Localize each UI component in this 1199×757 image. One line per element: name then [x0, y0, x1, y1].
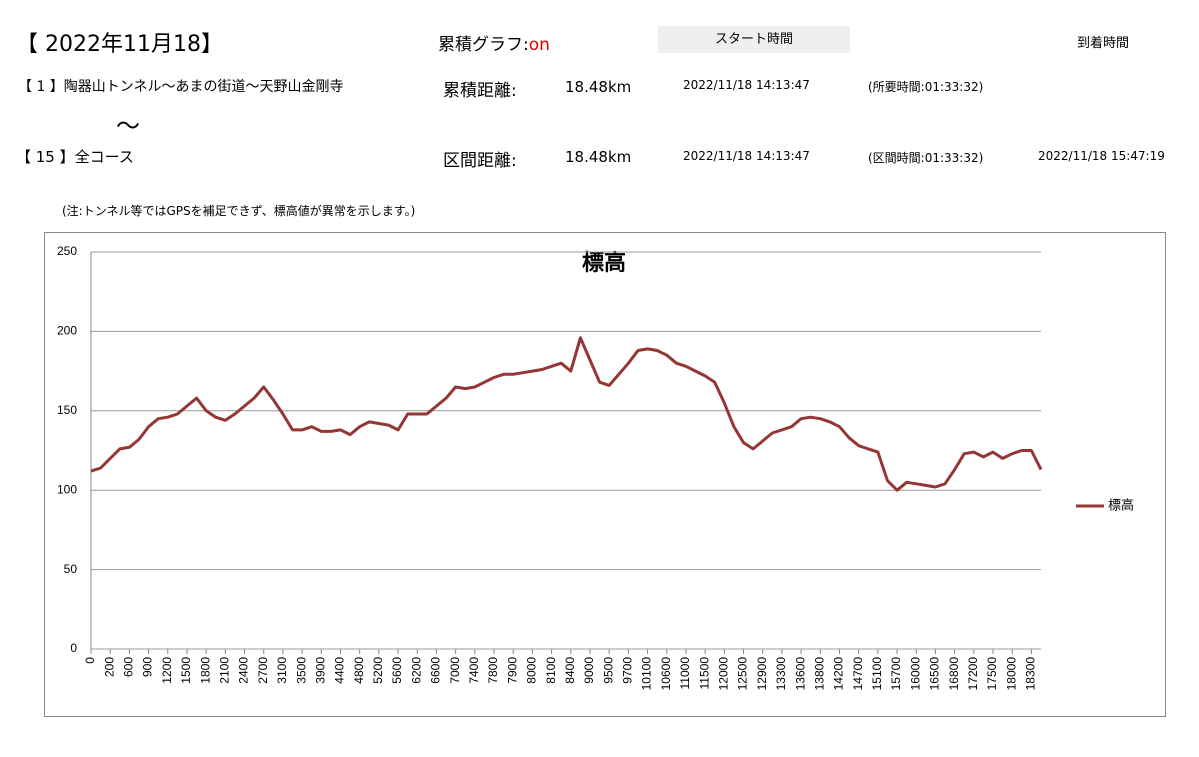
x-tick-label: 200	[102, 657, 116, 677]
start-time: 2022/11/18 14:13:47	[683, 149, 810, 163]
start-time: 2022/11/18 14:13:47	[683, 78, 810, 92]
x-tick-label: 12900	[755, 657, 769, 691]
x-tick-label: 14700	[851, 657, 865, 691]
x-tick-label: 17200	[966, 657, 980, 691]
x-tick-label: 3900	[313, 657, 327, 684]
tilde: ～	[116, 112, 140, 140]
x-tick-label: 6200	[409, 657, 423, 684]
x-tick-label: 2400	[237, 657, 251, 684]
x-tick-label: 17500	[985, 657, 999, 691]
x-tick-label: 7800	[486, 657, 500, 684]
state[interactable]: on	[528, 35, 550, 55]
y-tick-label: 50	[64, 562, 78, 576]
x-tick-label: 6600	[429, 657, 443, 684]
x-tick-label: 9000	[582, 657, 596, 684]
series-line	[90, 336, 1043, 492]
x-tick-label: 900	[141, 657, 155, 677]
x-tick-label: 15100	[870, 657, 884, 691]
x-tick-label: 18300	[1024, 657, 1038, 691]
y-tick-label: 150	[57, 403, 77, 417]
x-tick-label: 12000	[717, 657, 731, 691]
duration: (区間時間:01:33:32)	[868, 151, 984, 165]
x-tick-label: 1500	[179, 657, 193, 684]
x-tick-label: 8400	[563, 657, 577, 684]
distance: 18.48km	[565, 78, 632, 96]
x-tick-label: 16500	[928, 657, 942, 691]
distance: 18.48km	[565, 148, 632, 166]
start-button[interactable]: スタート時間	[658, 26, 850, 53]
x-tick-label: 18000	[1004, 657, 1018, 691]
distance-label: 累積距離:	[443, 81, 517, 101]
x-tick-label: 2100	[218, 657, 232, 684]
y-tick-label: 100	[57, 482, 77, 496]
x-tick-label: 8000	[525, 657, 539, 684]
note: (注:トンネル等ではGPSを補足できず、標高値が異常を示します。)	[62, 204, 416, 218]
y-tick-label: 0	[70, 641, 77, 655]
x-tick-label: 10100	[640, 657, 654, 691]
x-tick-label: 8100	[544, 657, 558, 684]
x-tick-label: 0	[83, 657, 97, 664]
x-tick-label: 13300	[774, 657, 788, 691]
duration: (所要時間:01:33:32)	[868, 80, 984, 94]
x-tick-label: 1800	[198, 657, 212, 684]
x-tick-label: 4800	[352, 657, 366, 684]
x-tick-label: 16800	[947, 657, 961, 691]
route: 【 1 】陶器山トンネル～あまの街道～天野山金剛寺	[18, 79, 344, 95]
x-tick-label: 10600	[659, 657, 673, 691]
chart-frame	[44, 232, 1166, 717]
label: 累積グラフ:	[438, 35, 529, 55]
x-tick-label: 600	[122, 657, 136, 677]
x-tick-label: 9700	[621, 657, 635, 684]
arrival-time: 2022/11/18 15:47:19	[1038, 149, 1165, 163]
x-tick-label: 2700	[256, 657, 270, 684]
x-tick-label: 11000	[678, 657, 692, 690]
x-tick-label: 4400	[333, 657, 347, 684]
route: 【 15 】全コース	[16, 148, 134, 166]
x-tick-label: 3500	[294, 657, 308, 684]
x-tick-label: 16000	[908, 657, 922, 691]
y-tick-label: 200	[57, 324, 77, 338]
x-tick-label: 11500	[697, 657, 711, 690]
distance-label: 区間距離:	[443, 151, 517, 171]
x-tick-label: 9500	[601, 657, 615, 684]
arrival-label: 到着時間	[1077, 36, 1130, 51]
x-tick-label: 12500	[736, 657, 750, 691]
x-tick-label: 7000	[448, 657, 462, 684]
y-tick-label: 250	[57, 244, 77, 258]
x-tick-label: 5200	[371, 657, 385, 684]
x-tick-label: 3100	[275, 657, 289, 684]
cumulative-label: 累積グラフ:on	[438, 30, 550, 55]
chart-title: 標高	[582, 250, 626, 275]
x-tick-label: 7900	[505, 657, 519, 684]
x-tick-label: 5600	[390, 657, 404, 684]
x-tick-label: 15700	[889, 657, 903, 691]
date-title: 【 2022年11月18】	[16, 32, 223, 57]
x-tick-label: 13600	[793, 657, 807, 691]
x-tick-label: 13800	[812, 657, 826, 691]
x-tick-label: 1200	[160, 657, 174, 684]
x-tick-label: 7400	[467, 657, 481, 684]
legend-label: 標高	[1108, 497, 1134, 512]
x-tick-label: 14200	[832, 657, 846, 691]
